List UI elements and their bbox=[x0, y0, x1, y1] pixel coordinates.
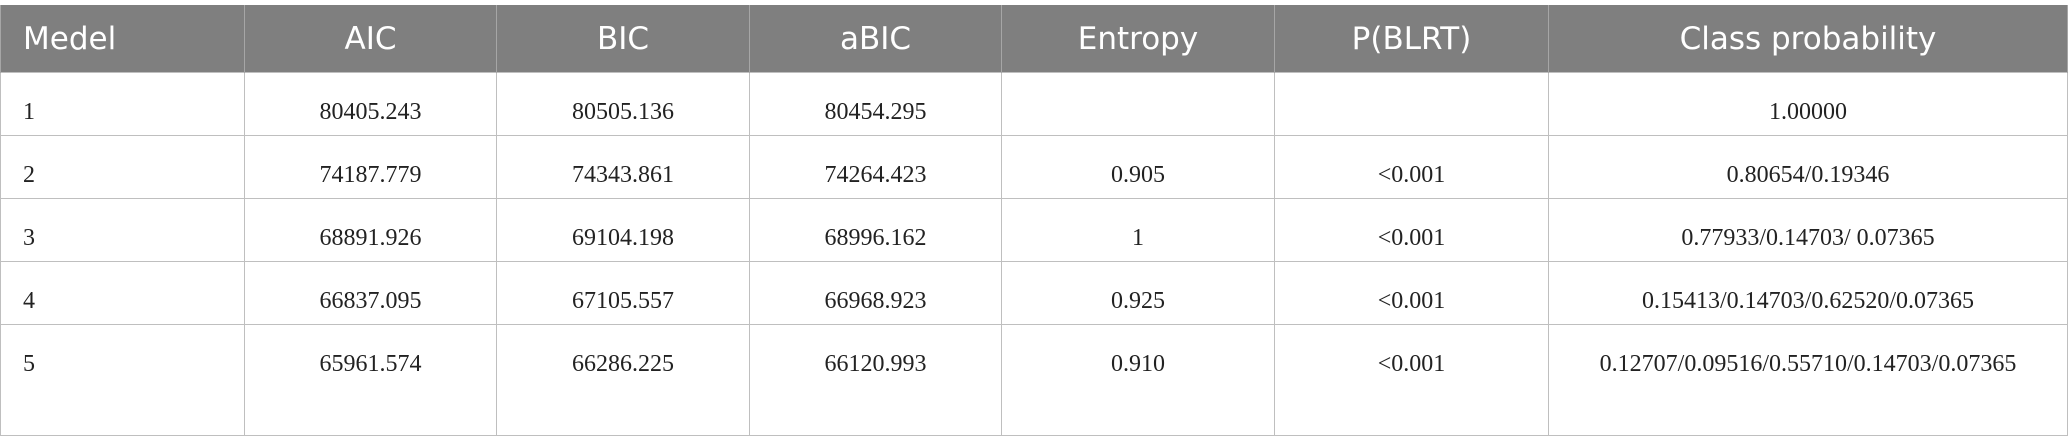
table-cell: 1 bbox=[0, 72, 245, 136]
header-cell: Class probability bbox=[1548, 5, 2068, 73]
table-cell: 3 bbox=[0, 198, 245, 262]
table-container: Medel AIC BIC aBIC Entropy P(BLRT) Class proba… bbox=[0, 5, 2068, 436]
table-row: 2 74187.779 74343.861 74264.423 0.905 <0.001 0… bbox=[0, 135, 2068, 199]
table-cell: 1 bbox=[1001, 198, 1275, 262]
results-table: Medel AIC BIC aBIC Entropy P(BLRT) Class proba… bbox=[0, 5, 2068, 436]
table-cell: <0.001 bbox=[1274, 198, 1549, 262]
table-cell: 69104.198 bbox=[496, 198, 750, 262]
table-cell: 66837.095 bbox=[244, 261, 497, 325]
table-cell: 0.80654/0.19346 bbox=[1548, 135, 2068, 199]
table-cell: 66286.225 bbox=[496, 324, 750, 436]
table-cell bbox=[1001, 72, 1275, 136]
table-row: 3 68891.926 69104.198 68996.162 1 <0.001 0.779… bbox=[0, 198, 2068, 262]
table-cell: 0.15413/0.14703/0.62520/0.07365 bbox=[1548, 261, 2068, 325]
table-cell: 0.925 bbox=[1001, 261, 1275, 325]
table-cell: 80454.295 bbox=[749, 72, 1002, 136]
header-cell: aBIC bbox=[749, 5, 1002, 73]
header-cell: Medel bbox=[0, 5, 245, 73]
table-row: 5 65961.574 66286.225 66120.993 0.910 <0.001 0… bbox=[0, 324, 2068, 436]
table-cell: 5 bbox=[0, 324, 245, 436]
table-cell: 66120.993 bbox=[749, 324, 1002, 436]
table-cell: 0.910 bbox=[1001, 324, 1275, 436]
table-cell: 74187.779 bbox=[244, 135, 497, 199]
table-cell: 80505.136 bbox=[496, 72, 750, 136]
table-cell: 0.77933/0.14703/ 0.07365 bbox=[1548, 198, 2068, 262]
table-cell: 68891.926 bbox=[244, 198, 497, 262]
table-cell bbox=[1274, 72, 1549, 136]
table-cell: 74264.423 bbox=[749, 135, 1002, 199]
table-cell: 80405.243 bbox=[244, 72, 497, 136]
header-cell: Entropy bbox=[1001, 5, 1275, 73]
table-cell: 2 bbox=[0, 135, 245, 199]
table-cell: <0.001 bbox=[1274, 324, 1549, 436]
header-cell: P(BLRT) bbox=[1274, 5, 1549, 73]
table-cell: 65961.574 bbox=[244, 324, 497, 436]
table-cell: 0.12707/0.09516/0.55710/0.14703/0.07365 bbox=[1548, 324, 2068, 436]
table-cell: 74343.861 bbox=[496, 135, 750, 199]
table-cell: 66968.923 bbox=[749, 261, 1002, 325]
header-cell: AIC bbox=[244, 5, 497, 73]
table-cell: 0.905 bbox=[1001, 135, 1275, 199]
table-cell: 67105.557 bbox=[496, 261, 750, 325]
table-cell: <0.001 bbox=[1274, 135, 1549, 199]
table-row: 4 66837.095 67105.557 66968.923 0.925 <0.001 0… bbox=[0, 261, 2068, 325]
table-cell: 68996.162 bbox=[749, 198, 1002, 262]
table-body: 1 80405.243 80505.136 80454.295 1.00000 2 7418… bbox=[0, 72, 2068, 436]
table-row: 1 80405.243 80505.136 80454.295 1.00000 bbox=[0, 72, 2068, 136]
table-cell: <0.001 bbox=[1274, 261, 1549, 325]
header-cell: BIC bbox=[496, 5, 750, 73]
header-row: Medel AIC BIC aBIC Entropy P(BLRT) Class proba… bbox=[0, 5, 2068, 73]
table-cell: 4 bbox=[0, 261, 245, 325]
table-cell: 1.00000 bbox=[1548, 72, 2068, 136]
